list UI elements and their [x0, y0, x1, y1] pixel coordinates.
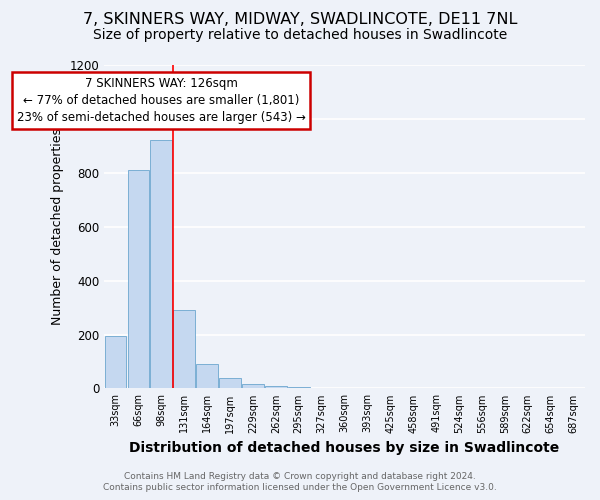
Text: 7, SKINNERS WAY, MIDWAY, SWADLINCOTE, DE11 7NL: 7, SKINNERS WAY, MIDWAY, SWADLINCOTE, DE…	[83, 12, 517, 28]
Bar	[196, 364, 218, 388]
Text: Size of property relative to detached houses in Swadlincote: Size of property relative to detached ho…	[93, 28, 507, 42]
Bar	[128, 170, 149, 388]
Bar	[104, 336, 127, 388]
Bar	[242, 384, 264, 388]
Bar	[265, 386, 287, 388]
Bar	[173, 310, 195, 388]
Bar	[288, 387, 310, 388]
Text: 7 SKINNERS WAY: 126sqm
← 77% of detached houses are smaller (1,801)
23% of semi-: 7 SKINNERS WAY: 126sqm ← 77% of detached…	[17, 77, 306, 124]
Bar	[151, 140, 172, 388]
X-axis label: Distribution of detached houses by size in Swadlincote: Distribution of detached houses by size …	[130, 441, 560, 455]
Text: Contains HM Land Registry data © Crown copyright and database right 2024.
Contai: Contains HM Land Registry data © Crown c…	[103, 472, 497, 492]
Bar	[219, 378, 241, 388]
Y-axis label: Number of detached properties: Number of detached properties	[51, 128, 64, 325]
